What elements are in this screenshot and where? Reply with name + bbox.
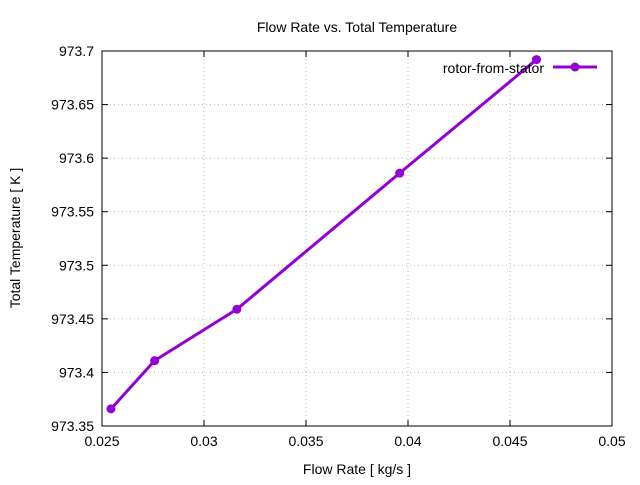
- series-line: [109, 58, 538, 410]
- y-tick-label: 973.7: [59, 43, 94, 59]
- data-point: [232, 304, 242, 314]
- legend: rotor-from-stator: [443, 60, 597, 76]
- x-tick-label: 0.03: [190, 433, 217, 449]
- y-tick-label: 973.65: [51, 97, 94, 113]
- y-tick-label: 973.5: [59, 257, 94, 273]
- x-tick-label: 0.035: [288, 433, 323, 449]
- data-point: [106, 404, 116, 414]
- plot-frame: [101, 50, 613, 427]
- y-tick-label: 973.6: [59, 150, 94, 166]
- x-tick-label: 0.04: [394, 433, 421, 449]
- x-axis-label: Flow Rate [ kg/s ]: [303, 461, 411, 477]
- y-tick-label: 973.4: [59, 364, 94, 380]
- y-tick-label: 973.35: [51, 418, 94, 434]
- legend-label: rotor-from-stator: [443, 60, 544, 76]
- x-tick-label: 0.05: [598, 433, 625, 449]
- data-point: [395, 168, 405, 178]
- y-tick-label: 973.45: [51, 311, 94, 327]
- chart-title: Flow Rate vs. Total Temperature: [257, 19, 457, 35]
- x-tick-label: 0.025: [84, 433, 119, 449]
- ticks: 0.025 0.03 0.035 0.04 0.045 0.05 973.35 973.4 97…: [51, 43, 626, 449]
- data-point: [532, 55, 542, 65]
- series: [106, 55, 542, 414]
- data-point: [150, 356, 160, 366]
- y-axis-label: Total Temperature [ K ]: [7, 168, 23, 309]
- legend-marker: [570, 62, 580, 72]
- x-tick-label: 0.045: [492, 433, 527, 449]
- y-tick-label: 973.55: [51, 204, 94, 220]
- grid: [102, 51, 612, 426]
